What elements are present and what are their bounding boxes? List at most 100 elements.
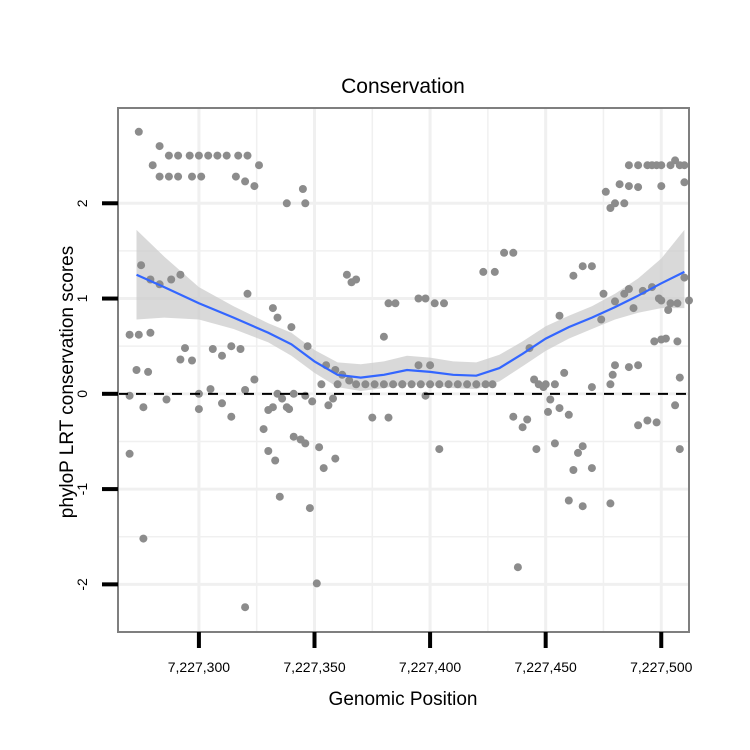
- data-point: [587, 383, 596, 392]
- data-point: [481, 380, 490, 389]
- data-point: [453, 380, 462, 389]
- data-point: [218, 351, 226, 360]
- data-point: [188, 356, 196, 365]
- x-axis-ticks: 7,227,300 7,227,350 7,227,400 7,227,450 7,22…: [168, 632, 693, 675]
- data-point: [550, 380, 559, 389]
- data-point: [188, 172, 196, 181]
- data-point: [134, 330, 143, 339]
- data-point: [518, 423, 527, 432]
- data-point: [333, 380, 342, 389]
- data-point: [479, 267, 488, 276]
- data-point: [414, 361, 423, 370]
- data-point: [379, 380, 388, 389]
- data-point: [206, 385, 215, 394]
- data-point: [255, 161, 263, 170]
- data-point: [361, 380, 370, 389]
- data-point: [444, 380, 453, 389]
- y-tick-label: -2: [74, 578, 90, 591]
- data-point: [680, 273, 689, 282]
- data-point: [606, 499, 615, 508]
- data-point: [194, 151, 203, 160]
- data-point: [544, 407, 552, 416]
- data-point: [523, 415, 532, 424]
- data-point: [513, 563, 522, 572]
- data-point: [472, 380, 481, 389]
- data-point: [421, 294, 430, 303]
- data-point: [167, 275, 176, 284]
- data-point: [550, 439, 559, 448]
- data-point: [285, 405, 294, 414]
- data-point: [675, 373, 684, 382]
- data-point: [289, 389, 298, 398]
- data-point: [657, 161, 666, 170]
- data-point: [379, 332, 388, 341]
- data-point: [657, 182, 666, 191]
- data-point: [643, 416, 652, 425]
- data-point: [652, 418, 661, 427]
- data-point: [132, 366, 141, 374]
- data-point: [430, 299, 439, 308]
- data-point: [236, 345, 245, 353]
- data-point: [241, 177, 250, 186]
- x-tick-label: 7,227,300: [168, 659, 230, 675]
- data-point: [675, 445, 684, 454]
- data-point: [587, 464, 596, 473]
- data-point: [241, 386, 250, 394]
- data-point: [384, 299, 393, 308]
- data-point: [407, 380, 416, 389]
- data-point: [634, 183, 643, 192]
- data-point: [564, 410, 573, 419]
- data-point: [305, 504, 314, 513]
- x-axis-label: Genomic Position: [329, 689, 478, 710]
- data-point: [634, 421, 643, 430]
- data-point: [680, 178, 689, 187]
- data-point: [435, 445, 444, 454]
- data-point: [345, 376, 354, 385]
- data-point: [250, 375, 259, 384]
- data-point: [560, 368, 569, 377]
- plot-border: [117, 107, 690, 633]
- data-point: [227, 412, 236, 421]
- data-point: [185, 151, 194, 160]
- data-point: [176, 355, 185, 364]
- data-point: [601, 187, 610, 196]
- data-point: [301, 199, 310, 208]
- data-point: [134, 127, 143, 136]
- data-point: [569, 466, 578, 474]
- data-point: [648, 161, 656, 170]
- data-point: [301, 439, 310, 448]
- data-point: [148, 161, 157, 170]
- data-point: [174, 151, 183, 160]
- data-point: [673, 299, 682, 308]
- data-point: [673, 337, 682, 346]
- data-point: [315, 443, 324, 452]
- data-point: [416, 380, 425, 389]
- data-point: [569, 271, 578, 280]
- data-point: [398, 380, 407, 389]
- data-point: [370, 380, 379, 389]
- data-point: [125, 449, 134, 458]
- data-point: [611, 199, 619, 208]
- data-point: [231, 172, 240, 181]
- y-tick-label: 0: [74, 390, 90, 398]
- data-point: [275, 492, 284, 501]
- data-point: [164, 172, 173, 181]
- data-point: [463, 380, 472, 389]
- data-point: [243, 151, 252, 160]
- data-point: [634, 161, 643, 170]
- y-tick-label: -1: [74, 483, 90, 496]
- x-tick-label: 7,227,350: [283, 659, 345, 675]
- data-point: [426, 380, 435, 389]
- data-point: [204, 151, 213, 160]
- data-point: [509, 248, 518, 257]
- data-point: [181, 344, 189, 353]
- data-point: [389, 380, 398, 389]
- data-point: [324, 401, 333, 410]
- data-point: [155, 142, 164, 151]
- data-point: [352, 380, 361, 389]
- data-point: [144, 367, 153, 376]
- data-point: [273, 313, 282, 322]
- data-point: [312, 579, 321, 588]
- chart-title: Conservation: [341, 75, 465, 98]
